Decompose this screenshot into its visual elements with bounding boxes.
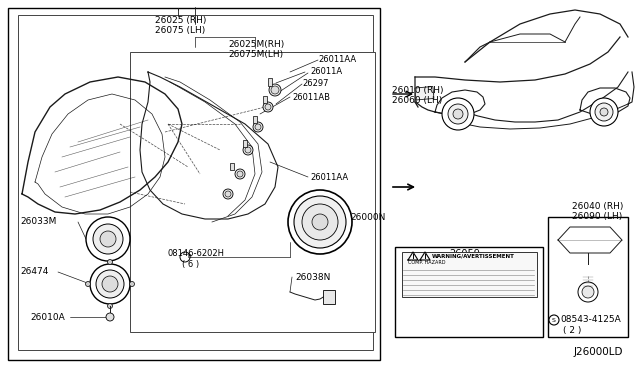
Text: 26090 (LH): 26090 (LH): [572, 212, 622, 221]
Text: 08146-6202H: 08146-6202H: [168, 250, 225, 259]
Text: 26075 (LH): 26075 (LH): [155, 26, 205, 35]
Circle shape: [582, 286, 594, 298]
Text: ( 6 ): ( 6 ): [182, 260, 199, 269]
Bar: [243, 140, 247, 147]
Text: 26033M: 26033M: [20, 218, 56, 227]
Text: 26025M(RH): 26025M(RH): [228, 39, 284, 48]
Bar: [18, 15, 373, 350]
Circle shape: [302, 204, 338, 240]
Circle shape: [96, 270, 124, 298]
Circle shape: [269, 84, 281, 96]
Bar: [323, 290, 335, 304]
Circle shape: [108, 304, 113, 308]
Circle shape: [595, 103, 613, 121]
Circle shape: [265, 104, 271, 110]
Circle shape: [86, 217, 130, 261]
Bar: [253, 116, 257, 123]
Text: J26000LD: J26000LD: [574, 347, 623, 357]
Circle shape: [243, 145, 253, 155]
Bar: [8, 8, 380, 360]
Circle shape: [453, 109, 463, 119]
Circle shape: [578, 282, 598, 302]
Text: 26060 (LH): 26060 (LH): [392, 96, 442, 105]
Circle shape: [223, 189, 233, 199]
Circle shape: [549, 315, 559, 325]
Circle shape: [255, 124, 261, 130]
Text: 26011AA: 26011AA: [310, 173, 348, 182]
Circle shape: [102, 276, 118, 292]
Text: 08543-4125A: 08543-4125A: [560, 315, 621, 324]
Circle shape: [245, 147, 251, 153]
Circle shape: [442, 98, 474, 130]
Text: 26011AA: 26011AA: [318, 55, 356, 64]
Text: WARNING/AVERTISSEMENT: WARNING/AVERTISSEMENT: [432, 253, 515, 259]
Bar: [130, 52, 375, 332]
Circle shape: [100, 231, 116, 247]
Text: 26038N: 26038N: [295, 273, 330, 282]
Text: 26075M(LH): 26075M(LH): [228, 51, 283, 60]
Circle shape: [600, 108, 608, 116]
Bar: [402, 252, 537, 297]
Circle shape: [263, 102, 273, 112]
Circle shape: [237, 171, 243, 177]
Text: 26000N: 26000N: [350, 212, 385, 221]
Circle shape: [129, 282, 134, 286]
Text: 26025 (RH): 26025 (RH): [155, 16, 206, 25]
Circle shape: [180, 252, 190, 262]
Text: 26059: 26059: [449, 249, 481, 259]
Bar: [395, 247, 543, 337]
Text: ( 2 ): ( 2 ): [563, 326, 581, 334]
Circle shape: [312, 214, 328, 230]
Circle shape: [106, 313, 114, 321]
Bar: [415, 86, 434, 100]
Text: 26011AB: 26011AB: [292, 93, 330, 102]
Bar: [263, 96, 267, 103]
Text: 26010 (RH): 26010 (RH): [392, 86, 444, 94]
Circle shape: [590, 98, 618, 126]
Text: 26010A: 26010A: [30, 312, 65, 321]
Circle shape: [271, 86, 279, 94]
Circle shape: [86, 282, 90, 286]
Circle shape: [225, 191, 231, 197]
Circle shape: [288, 190, 352, 254]
Bar: [230, 163, 234, 170]
Text: S: S: [552, 317, 556, 323]
Text: 26011A: 26011A: [310, 67, 342, 77]
Bar: [268, 78, 272, 86]
Circle shape: [108, 260, 113, 264]
Text: B: B: [188, 254, 191, 260]
Circle shape: [90, 264, 130, 304]
Circle shape: [235, 169, 245, 179]
Text: 26040 (RH): 26040 (RH): [572, 202, 623, 212]
Circle shape: [294, 196, 346, 248]
Circle shape: [448, 104, 468, 124]
Text: 26474: 26474: [20, 267, 49, 276]
Circle shape: [253, 122, 263, 132]
Text: 26297: 26297: [302, 80, 328, 89]
Circle shape: [93, 224, 123, 254]
Bar: [548, 217, 628, 337]
Text: COMP. HAZARD: COMP. HAZARD: [408, 260, 445, 264]
